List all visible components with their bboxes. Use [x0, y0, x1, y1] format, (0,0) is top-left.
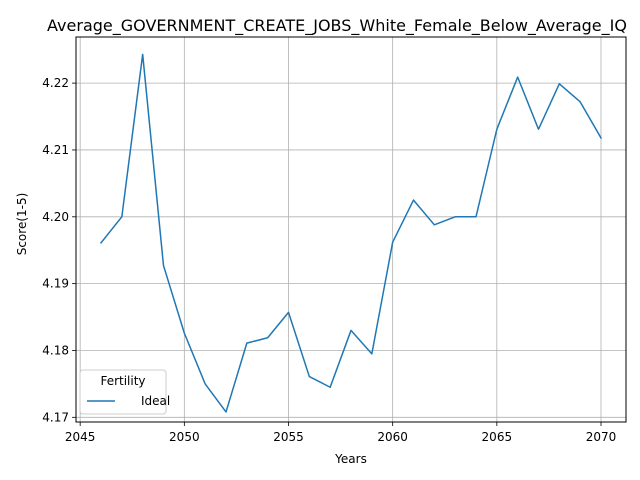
legend-title: Fertility	[100, 374, 145, 388]
x-tick-label: 2045	[65, 430, 96, 444]
chart-title: Average_GOVERNMENT_CREATE_JOBS_White_Fem…	[47, 16, 627, 36]
y-tick-label: 4.21	[42, 143, 69, 157]
grid-lines	[76, 37, 626, 422]
x-tick-label: 2055	[273, 430, 304, 444]
x-axis-label: Years	[334, 452, 367, 466]
legend-label-ideal: Ideal	[141, 394, 170, 408]
y-tick-label: 4.18	[42, 343, 69, 357]
series-line-ideal	[99, 53, 603, 413]
legend-box	[79, 369, 167, 415]
legend: Fertility Ideal	[79, 369, 170, 415]
y-axis-ticks: 4.17 4.18 4.19 4.20 4.21 4.22	[42, 76, 76, 424]
series-lines	[99, 53, 603, 413]
x-tick-label: 2050	[169, 430, 200, 444]
y-tick-label: 4.17	[42, 410, 69, 424]
x-tick-label: 2065	[482, 430, 513, 444]
y-tick-label: 4.20	[42, 210, 69, 224]
plot-frame	[75, 36, 627, 423]
y-axis-label: Score(1-5)	[15, 193, 29, 256]
x-tick-label: 2060	[377, 430, 408, 444]
x-tick-label: 2070	[586, 430, 617, 444]
y-tick-label: 4.22	[42, 76, 69, 90]
y-tick-label: 4.19	[42, 277, 69, 291]
x-axis-ticks: 2045 2050 2055 2060 2065 2070	[65, 422, 616, 444]
